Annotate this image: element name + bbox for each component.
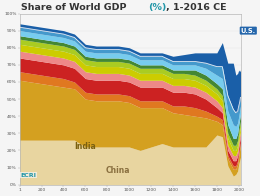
Text: , 1-2016 CE: , 1-2016 CE <box>166 3 227 12</box>
Text: (%): (%) <box>148 3 167 12</box>
Text: India: India <box>75 142 96 152</box>
Text: ECRI: ECRI <box>21 173 37 178</box>
Text: China: China <box>106 166 131 175</box>
Text: Share of World GDP: Share of World GDP <box>21 3 129 12</box>
Text: U.S.: U.S. <box>241 28 256 34</box>
